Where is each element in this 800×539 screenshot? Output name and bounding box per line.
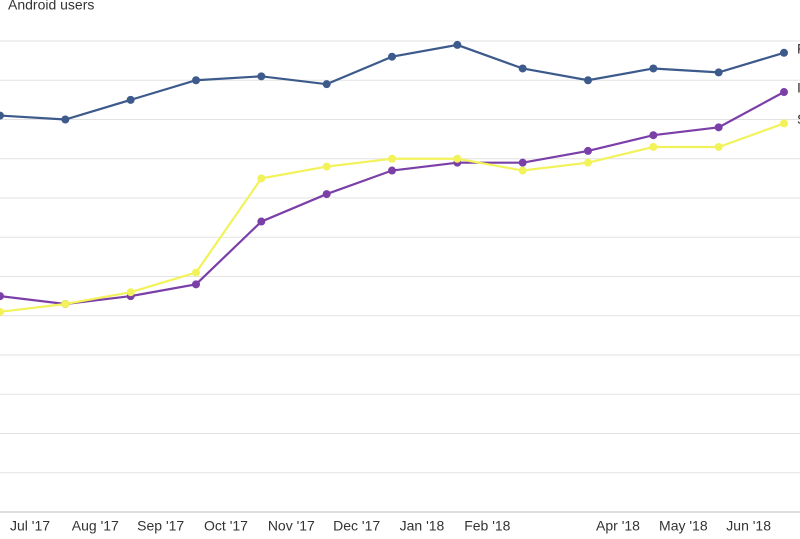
data-point xyxy=(649,131,658,140)
data-point xyxy=(584,146,592,155)
data-point xyxy=(780,48,788,57)
data-point xyxy=(257,217,266,226)
data-point xyxy=(61,299,70,308)
data-point xyxy=(388,52,396,61)
data-point xyxy=(584,158,592,167)
data-point xyxy=(192,268,200,277)
data-point xyxy=(453,40,462,49)
data-point xyxy=(453,154,462,163)
legend-label: I xyxy=(797,80,800,96)
data-point xyxy=(388,154,396,163)
data-point xyxy=(714,142,723,151)
series-line xyxy=(0,122,785,313)
legend-label: F xyxy=(797,40,800,56)
x-tick-label: Sep '17 xyxy=(137,518,184,534)
data-point xyxy=(61,115,70,124)
data-point xyxy=(0,111,4,120)
data-point xyxy=(584,76,592,85)
chart-title: Android users xyxy=(8,0,94,13)
data-point xyxy=(780,119,788,128)
data-point xyxy=(518,158,527,167)
data-point xyxy=(322,162,331,171)
data-point xyxy=(322,80,331,89)
data-point xyxy=(192,76,200,85)
x-tick-label: Feb '18 xyxy=(464,518,510,534)
legend-label: S xyxy=(797,111,800,127)
data-point xyxy=(649,142,658,151)
x-tick-label: May '18 xyxy=(659,518,708,534)
data-point xyxy=(518,166,527,175)
data-point xyxy=(192,280,200,289)
x-tick-label: Nov '17 xyxy=(268,518,315,534)
x-tick-label: Apr '18 xyxy=(596,518,640,534)
x-tick-label: Dec '17 xyxy=(333,518,380,534)
data-point xyxy=(257,174,266,183)
data-point xyxy=(0,292,4,301)
data-point xyxy=(126,95,135,104)
data-point xyxy=(0,307,4,316)
data-point xyxy=(257,72,266,81)
data-point xyxy=(322,190,331,199)
x-tick-label: Jun '18 xyxy=(726,518,771,534)
x-tick-label: Oct '17 xyxy=(204,518,248,534)
data-point xyxy=(388,166,396,175)
x-tick-label: Jul '17 xyxy=(10,518,50,534)
x-tick-label: Aug '17 xyxy=(72,518,119,534)
data-point xyxy=(714,123,723,132)
data-point xyxy=(126,288,135,297)
data-point xyxy=(649,64,658,73)
data-point xyxy=(780,88,788,97)
data-point xyxy=(714,68,723,77)
x-tick-label: Jan '18 xyxy=(400,518,445,534)
data-point xyxy=(518,64,527,73)
